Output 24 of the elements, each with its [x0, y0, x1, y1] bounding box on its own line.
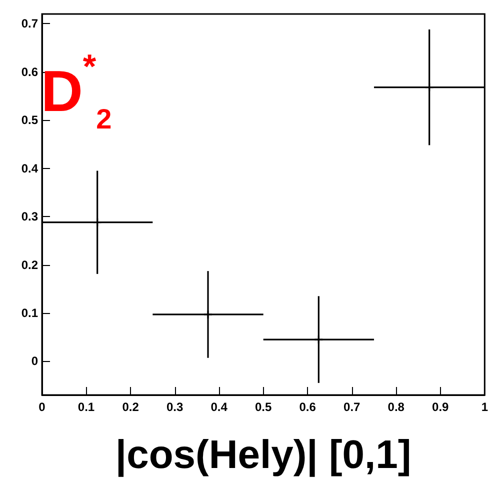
x-tick-label: 0.2	[122, 400, 140, 414]
x-tick-label: 0.4	[210, 400, 228, 414]
y-tick-label: 0.4	[21, 161, 38, 176]
x-axis-title: |cos(Hely)| [0,1]	[115, 433, 412, 477]
x-tick-label: 0.6	[299, 400, 316, 414]
point	[424, 82, 434, 92]
y-tick-label: 0.6	[21, 64, 38, 79]
point	[314, 334, 324, 344]
y-tick-label: 0.2	[21, 258, 38, 272]
y-tick-label: 0.3	[21, 210, 38, 224]
text: D*2	[41, 48, 112, 134]
x-tick-label: 0.1	[78, 400, 95, 414]
y-tick-label: 0.1	[21, 306, 38, 320]
y-tick-label: 0	[31, 354, 38, 368]
y-tick-label: 0.5	[21, 113, 38, 128]
y-tick-label: 0.7	[21, 16, 38, 31]
x-tick-label: 0.5	[254, 400, 272, 414]
x-tick-label: 1	[481, 400, 488, 414]
point	[203, 310, 213, 320]
x-tick-label: 0.8	[388, 400, 405, 414]
x-tick-label: 0.7	[344, 400, 361, 414]
x-tick-label: 0.3	[166, 400, 184, 414]
x-tick-label: 0.9	[432, 400, 450, 414]
point	[92, 218, 102, 228]
